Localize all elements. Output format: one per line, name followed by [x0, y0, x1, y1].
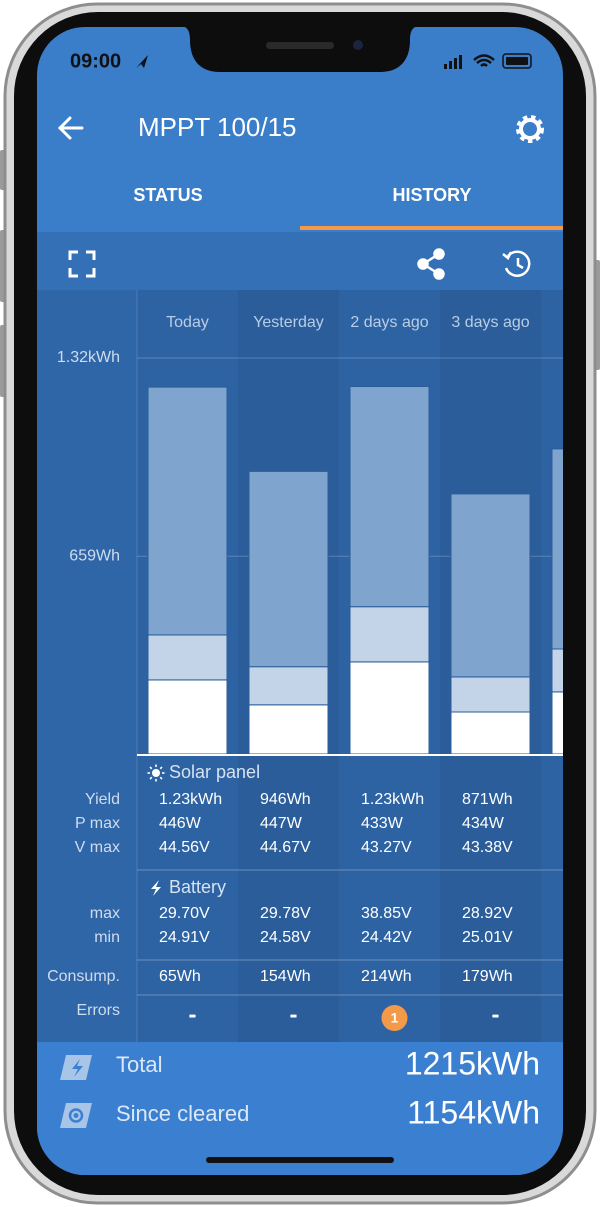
row-label: P max [75, 815, 120, 832]
bolt-icon [72, 1059, 83, 1077]
cell-value: 24.58V [260, 929, 311, 946]
cell-value: 214Wh [361, 968, 412, 985]
wifi-icon [473, 54, 495, 67]
battery-level [506, 57, 528, 65]
sun-ray [149, 776, 153, 780]
cell-value: 447W [260, 815, 303, 832]
clock: 09:00 [70, 50, 121, 72]
cell-value: 43.27V [361, 839, 412, 856]
row-label: V max [75, 839, 120, 856]
cell-value: 24.42V [361, 929, 412, 946]
cell-value: 446W [159, 815, 202, 832]
cell-value: 946Wh [260, 791, 311, 808]
back-button[interactable] [57, 116, 84, 140]
bar-segment [248, 470, 329, 668]
cell-value: 29.70V [159, 905, 210, 922]
tab-active[interactable]: HISTORY [392, 185, 471, 205]
x-tick-label: 2 days ago [350, 314, 428, 331]
error-badge [381, 1005, 408, 1031]
total-label: Total [116, 1052, 162, 1077]
screen: 09:00 MPPT 100/15 STATUS HISTORY 659Wh 1.… [37, 27, 563, 1175]
section-title: Battery [169, 877, 226, 897]
cell-value: 43.38V [462, 839, 513, 856]
total-value: 1154kWh [407, 1094, 540, 1130]
error-count: 1 [391, 1010, 399, 1026]
cell-value: 1.23kWh [159, 791, 222, 808]
sun-ray [149, 766, 153, 770]
bar-segment [349, 386, 430, 608]
x-tick-label: Yesterday [253, 314, 324, 331]
sun-icon [147, 764, 165, 782]
sun-core [152, 769, 160, 777]
cell-value: 44.56V [159, 839, 210, 856]
cleared-icon-dot [73, 1113, 79, 1118]
bar-segment [248, 704, 329, 755]
error-none: - [492, 1001, 500, 1028]
row-label: min [94, 929, 120, 946]
bar-segment [147, 679, 228, 755]
x-tick-label: Today [166, 314, 209, 331]
camera [353, 40, 363, 50]
share-button[interactable] [417, 248, 445, 280]
location-icon [136, 55, 148, 68]
cell-value: 1.23kWh [361, 791, 424, 808]
error-none: - [189, 1001, 197, 1028]
cell-value: 28.92V [462, 905, 513, 922]
history-button[interactable] [502, 250, 531, 277]
fullscreen-button[interactable] [68, 250, 96, 278]
cell-value: 179Wh [462, 968, 513, 985]
total-value: 1215kWh [405, 1045, 540, 1081]
bar-segment [551, 648, 563, 693]
cell-value: 433W [361, 815, 404, 832]
cell-value: 38.85V [361, 905, 412, 922]
totals-panel [37, 1042, 563, 1175]
bar-segment [248, 666, 329, 706]
x-tick-label: 3 days ago [451, 314, 529, 331]
cell-value: 44.67V [260, 839, 311, 856]
bar-segment [349, 606, 430, 663]
row-label: max [90, 905, 120, 922]
cell-value: 154Wh [260, 968, 311, 985]
home-indicator [206, 1157, 394, 1163]
cell-value: 434W [462, 815, 505, 832]
signal-icon [444, 55, 462, 69]
bar-segment [450, 676, 531, 713]
cell-value: 25.01V [462, 929, 513, 946]
speaker [266, 42, 334, 49]
cell-value: 871Wh [462, 791, 513, 808]
cell-value: 24.91V [159, 929, 210, 946]
cell-value: 65Wh [159, 968, 201, 985]
settings-button[interactable] [516, 115, 544, 143]
cell-value: 29.78V [260, 905, 311, 922]
bar-segment [147, 634, 228, 681]
sun-ray [159, 766, 163, 770]
bar-segment [450, 711, 531, 755]
toolbar [37, 232, 563, 290]
total-label: Since cleared [116, 1101, 249, 1126]
y-tick-label: 659Wh [69, 548, 120, 565]
bar-segment [551, 448, 563, 650]
y-tick-label: 1.32kWh [57, 349, 120, 366]
tab-indicator [300, 226, 563, 230]
device-title: MPPT 100/15 [138, 112, 297, 142]
row-label: Yield [85, 791, 120, 808]
sun-ray [159, 776, 163, 780]
bar-segment [349, 661, 430, 755]
bar-segment [450, 493, 531, 678]
error-none: - [290, 1001, 298, 1028]
bolt-icon [151, 880, 161, 896]
tab[interactable]: STATUS [133, 185, 202, 205]
battery-icon [502, 53, 532, 69]
row-label: Consump. [47, 968, 120, 985]
section-title: Solar panel [169, 762, 260, 782]
bar-segment [551, 691, 563, 755]
row-label: Errors [76, 1002, 120, 1019]
cleared-icon-ring [68, 1108, 84, 1123]
bar-segment [147, 386, 228, 636]
